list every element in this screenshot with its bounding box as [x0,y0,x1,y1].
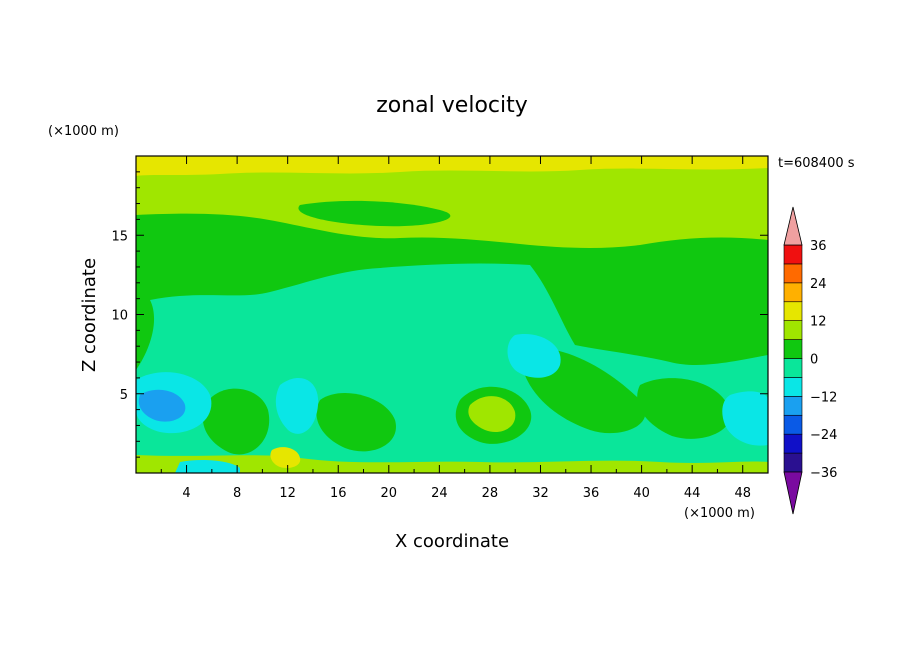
colorbar-label: −24 [810,428,837,443]
y-axis-title: Z coordinate [79,258,100,372]
x-tick-label: 4 [182,486,190,501]
colorbar-segment [783,414,803,435]
x-axis-title: X coordinate [395,531,509,552]
field-jet-left-core [138,389,186,422]
colorbar-extend-max [783,206,803,246]
y-tick-label: 10 [111,309,128,324]
colorbar-label: 24 [810,277,827,292]
colorbar-segment [783,320,803,340]
contour-field [136,156,768,473]
colorbar-extend-min [783,471,803,515]
y-tick-label: 5 [120,388,128,403]
colorbar-segment [783,282,803,303]
colorbar-segment [783,244,803,265]
x-tick-label: 48 [734,486,751,501]
field-top-edge [136,156,768,176]
field-jet-mid [275,377,319,434]
colorbar-segment [783,339,803,359]
field-upper-band [136,156,768,248]
x-tick-label: 36 [583,486,600,501]
chart-title: zonal velocity [376,93,528,118]
x-tick-label: 44 [684,486,701,501]
colorbar-segment [783,396,803,416]
colorbar-label: −12 [810,390,837,405]
colorbar-label: 36 [810,239,827,254]
colorbar-segment [783,358,803,378]
field-warm-spot [270,447,301,468]
field-jet-center [507,334,561,378]
field-bottom-cyan [175,460,240,473]
colorbar-segment [783,433,803,454]
field-blob-5 [637,378,731,439]
colorbar-segment [783,452,803,473]
field-jet-right [722,391,768,446]
x-tick-label: 40 [633,486,650,501]
x-axis-ticks: 4 8 12 16 20 24 28 32 36 40 44 48 [160,156,751,501]
x-tick-label: 8 [233,486,241,501]
x-tick-label: 28 [482,486,499,501]
colorbar-label: −36 [810,466,837,481]
field-blob-2 [316,392,396,452]
field-upper-patch [298,200,451,227]
colorbar-label: 0 [810,353,818,368]
colorbar: −36 −24 −12 0 12 24 36 [783,206,837,515]
x-tick-label: 12 [279,486,296,501]
colorbar-label: 12 [810,315,827,330]
field-blob-1 [202,388,270,455]
x-tick-label: 32 [532,486,549,501]
time-label: t=608400 s [778,156,855,171]
colorbar-segment [783,301,803,321]
y-unit-label: (×1000 m) [48,124,119,139]
y-axis-ticks: 5 10 15 [111,171,768,458]
colorbar-segment [783,263,803,284]
field-blob-6 [468,396,516,432]
y-tick-label: 15 [111,229,128,244]
x-tick-label: 24 [431,486,448,501]
x-tick-label: 20 [381,486,398,501]
x-unit-label: (×1000 m) [684,506,755,521]
x-tick-label: 16 [330,486,347,501]
colorbar-segment [783,377,803,397]
